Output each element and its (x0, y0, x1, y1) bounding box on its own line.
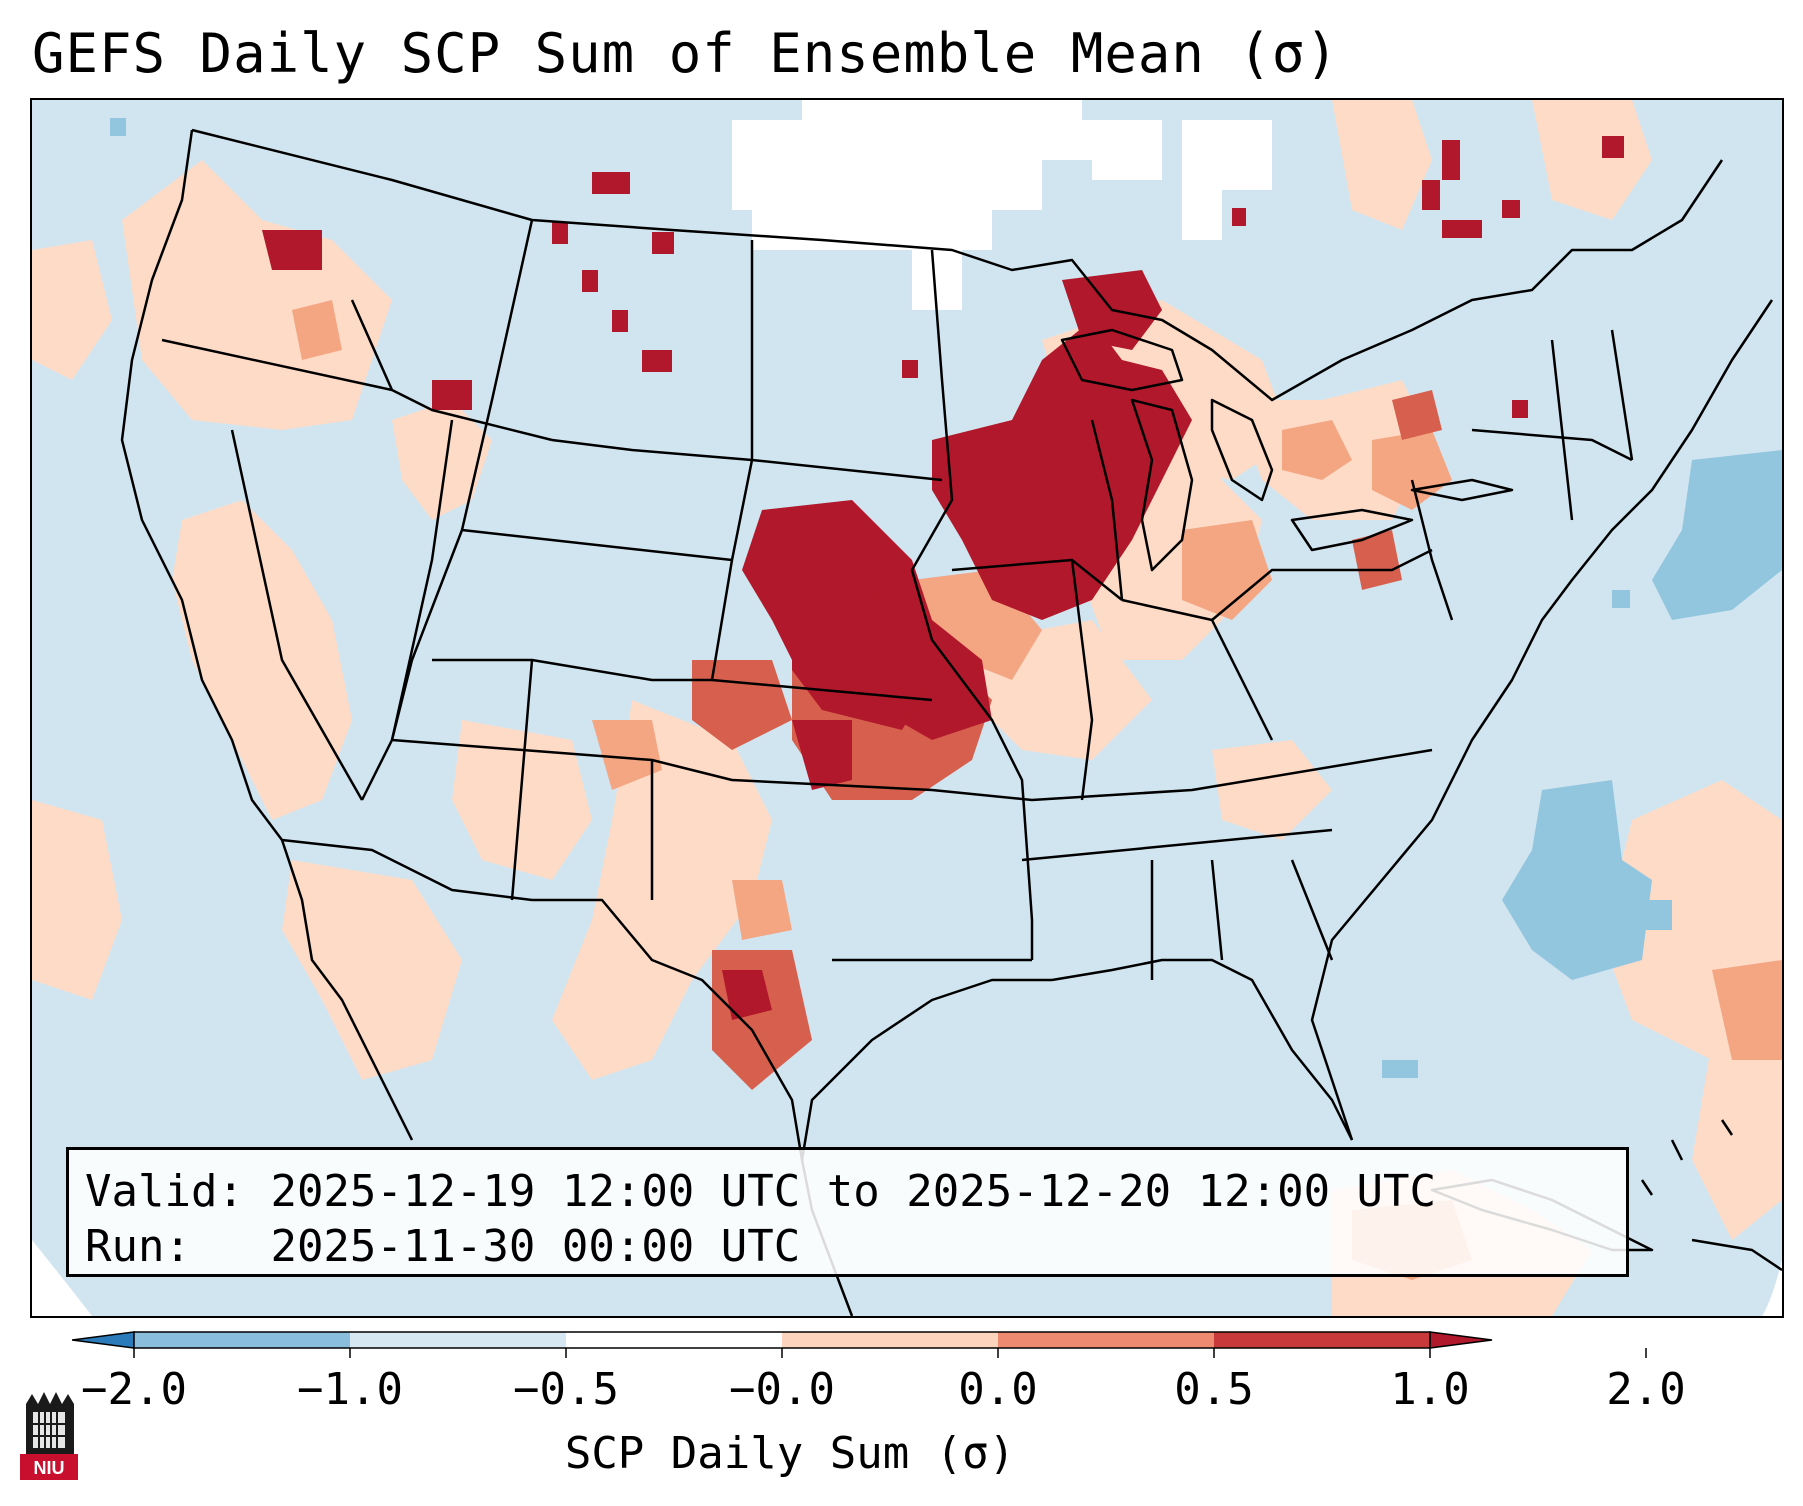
colorbar-tick-label: 0.0 (958, 1364, 1038, 1415)
colorbar (72, 1331, 1647, 1358)
valid-value: 2025-12-19 12:00 UTC to 2025-12-20 12:00… (270, 1166, 1437, 1217)
projection-edge-left (32, 1240, 92, 1316)
valid-row: Valid: 2025-12-19 12:00 UTC to 2025-12-2… (85, 1164, 1626, 1219)
colorbar-segment (350, 1332, 566, 1348)
colorbar-tick-label: 2.0 (1606, 1364, 1686, 1415)
valid-run-info-box: Valid: 2025-12-19 12:00 UTC to 2025-12-2… (66, 1147, 1629, 1277)
valid-label: Valid: (85, 1166, 244, 1217)
colorbar-tick-label: 1.0 (1390, 1364, 1470, 1415)
colorbar-tick-label: −0.0 (729, 1364, 835, 1415)
colorbar-tick-label: −0.5 (513, 1364, 619, 1415)
colorbar-tick-label: −1.0 (297, 1364, 403, 1415)
negative-anomaly-region (110, 118, 1782, 1078)
scattered-max-cells (552, 136, 1624, 418)
colorbar-extend-low (72, 1331, 135, 1349)
max-positive-region (262, 230, 1192, 1020)
run-value: 2025-11-30 00:00 UTC (270, 1221, 801, 1272)
run-label: Run: (85, 1221, 191, 1272)
projection-edge-right (1762, 1260, 1782, 1316)
colorbar-tick-label: −2.0 (81, 1364, 187, 1415)
logo-text: NIU (34, 1458, 65, 1478)
colorbar-segment (1214, 1332, 1430, 1348)
colorbar-segment (998, 1332, 1214, 1348)
page-title: GEFS Daily SCP Sum of Ensemble Mean (σ) (32, 22, 1339, 85)
state-boundaries (120, 128, 1782, 1316)
map-panel (30, 98, 1784, 1318)
colorbar-label: SCP Daily Sum (σ) (564, 1428, 1016, 1479)
run-row: Run: 2025-11-30 00:00 UTC (85, 1219, 1626, 1274)
map-canvas (32, 100, 1782, 1316)
colorbar-tick-label: 0.5 (1174, 1364, 1254, 1415)
university-tower-icon: NIU (20, 1392, 78, 1480)
colorbar-segment (566, 1332, 782, 1348)
colorbar-segment (782, 1332, 998, 1348)
colorbar-extend-high (1429, 1331, 1493, 1349)
near-zero-region (732, 100, 1272, 310)
colorbar-segment (134, 1332, 350, 1348)
